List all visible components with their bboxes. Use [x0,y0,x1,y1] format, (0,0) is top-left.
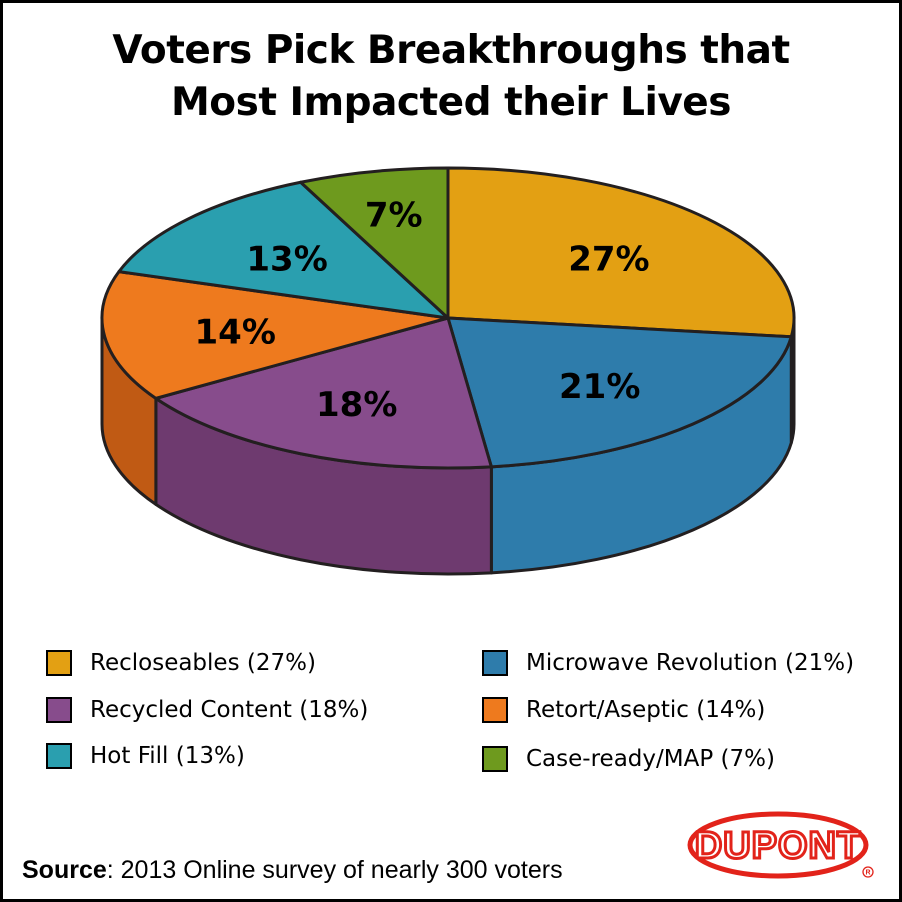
pie-slice-microwave-revolution [446,316,793,469]
pie-slice-case-ready-map [299,166,450,320]
pie-slice-recycled-content [154,316,493,470]
legend-swatch-case-ready-map [482,746,508,772]
legend-item-microwave-revolution: Microwave Revolution (21%) [482,648,854,678]
legend-label-recloseables: Recloseables (27%) [90,650,316,676]
legend-swatch-retort-aseptic [482,697,508,723]
legend-swatch-recycled-content [46,697,72,723]
data-label-recloseables: 27% [568,240,649,280]
chart-title-line-1: Voters Pick Breakthroughs that [112,28,790,73]
legend-item-recloseables: Recloseables (27%) [46,648,316,678]
legend-item-case-ready-map: Case-ready/MAP (7%) [482,744,775,774]
pie-slice-recloseables [446,166,796,339]
source-note: Source: 2013 Online survey of nearly 300… [22,856,563,885]
dupont-logo: DUPONT R [687,811,874,879]
legend-label-hot-fill: Hot Fill (13%) [90,743,245,769]
data-label-retort-aseptic: 14% [195,313,276,353]
data-label-microwave-revolution: 21% [559,367,640,407]
legend-item-hot-fill: Hot Fill (13%) [46,741,245,771]
data-label-recycled-content: 18% [316,385,397,425]
logo-oval [687,811,869,879]
data-label-hot-fill: 13% [246,240,327,280]
registered-mark-icon [862,866,874,878]
chart-title-line-2: Most Impacted their Lives [171,80,731,125]
legend-swatch-microwave-revolution [482,650,508,676]
logo-text: DUPONT [695,825,861,867]
legend-label-case-ready-map: Case-ready/MAP (7%) [526,746,775,772]
pie-sides [100,316,796,576]
pie-slice-retort-aseptic [100,270,450,400]
source-text: : 2013 Online survey of nearly 300 voter… [106,856,563,884]
data-label-case-ready-map: 7% [365,196,423,236]
legend-item-retort-aseptic: Retort/Aseptic (14%) [482,695,765,725]
legend-item-recycled-content: Recycled Content (18%) [46,695,368,725]
pie-slice-hot-fill [117,180,450,320]
legend-label-recycled-content: Recycled Content (18%) [90,697,369,723]
legend-swatch-hot-fill [46,743,72,769]
legend-label-microwave-revolution: Microwave Revolution (21%) [526,650,855,676]
source-label: Source [22,856,107,884]
registered-mark-letter: R [865,870,870,877]
legend-label-retort-aseptic: Retort/Aseptic (14%) [526,697,766,723]
pie-slices [100,166,796,470]
pie-data-labels: 27% 21% 18% 14% 13% 7% [195,196,650,426]
chart-title: Voters Pick Breakthroughs that Most Impa… [3,25,899,129]
legend-swatch-recloseables [46,650,72,676]
